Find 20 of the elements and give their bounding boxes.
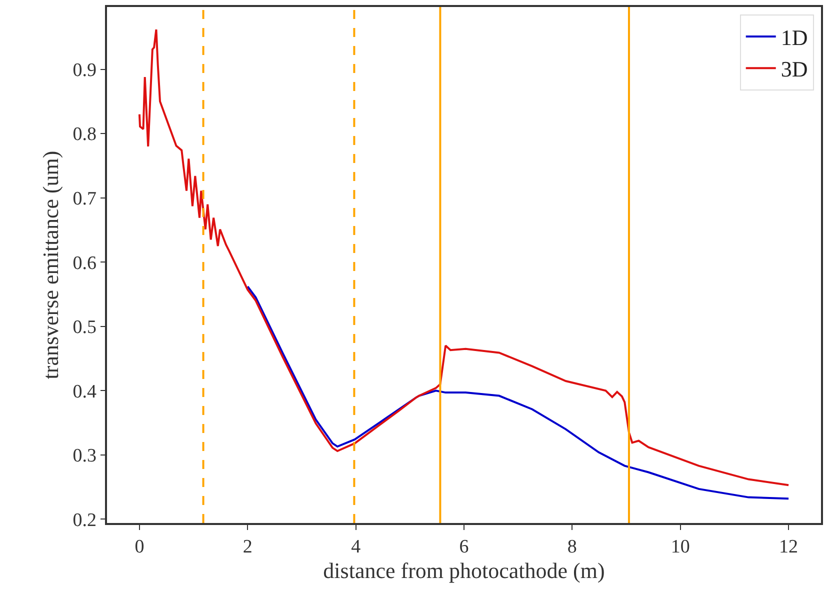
y-tick-label: 0.8: [72, 124, 96, 146]
legend-label: 3D: [780, 56, 808, 82]
y-axis-title: transverse emittance (um): [38, 150, 63, 380]
y-tick-label: 0.6: [72, 252, 96, 274]
legend-label: 1D: [780, 25, 808, 50]
y-tick-label: 0.9: [72, 60, 96, 81]
x-tick-label: 2: [242, 536, 252, 558]
y-tick-label: 0.2: [72, 510, 96, 531]
x-tick-label: 8: [567, 536, 577, 558]
x-tick-label: 12: [779, 536, 798, 558]
x-tick-label: 0: [134, 536, 144, 558]
x-tick-label: 4: [351, 536, 362, 558]
y-tick-label: 0.7: [72, 188, 96, 210]
y-tick-label: 0.5: [72, 317, 96, 338]
line-series: [246, 286, 790, 500]
x-tick-label: 10: [670, 536, 690, 558]
x-axis-title: distance from photocathode (m): [323, 558, 605, 583]
x-tick-label: 6: [459, 536, 469, 558]
y-tick-label: 0.4: [72, 381, 97, 402]
y-tick-label: 0.3: [72, 446, 96, 467]
